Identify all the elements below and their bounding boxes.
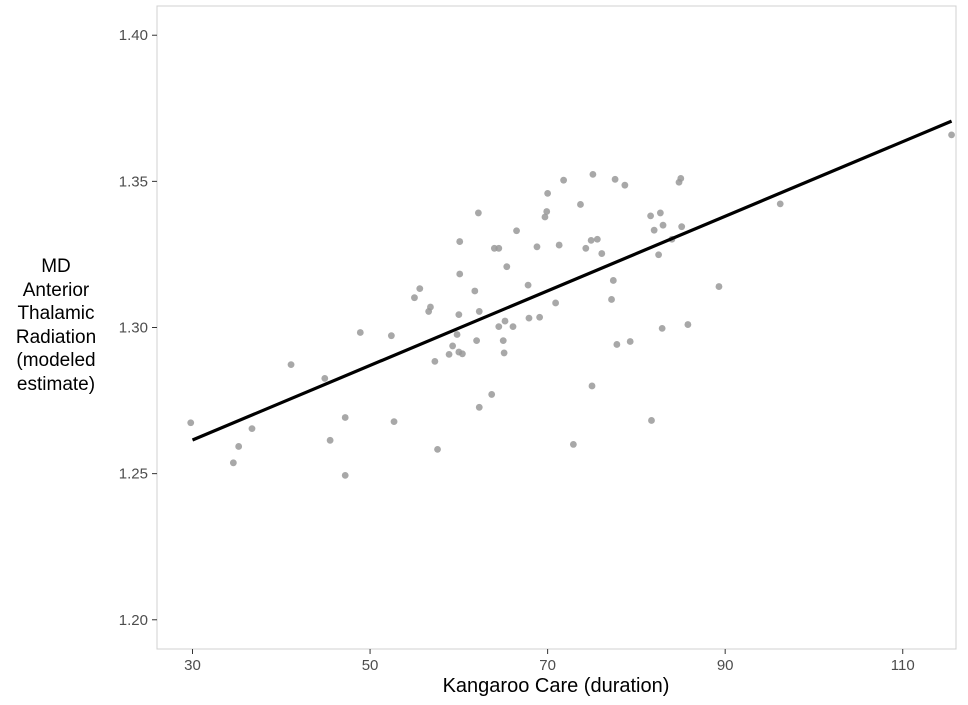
data-point bbox=[456, 270, 464, 278]
data-point bbox=[560, 176, 568, 184]
data-point bbox=[445, 350, 453, 358]
data-point bbox=[287, 361, 295, 369]
y-axis-title-line: Thalamic bbox=[17, 303, 95, 324]
data-point bbox=[621, 181, 629, 189]
data-point bbox=[569, 441, 577, 448]
data-point bbox=[533, 243, 541, 251]
data-point bbox=[678, 223, 686, 231]
data-point bbox=[658, 324, 666, 332]
data-point bbox=[453, 331, 461, 338]
x-tick-label: 30 bbox=[184, 657, 201, 674]
data-point bbox=[187, 419, 195, 427]
data-point bbox=[525, 314, 533, 322]
data-point bbox=[474, 209, 482, 217]
data-point bbox=[235, 443, 243, 450]
y-axis-title: MD Anterior Thalamic Radiation (modeled … bbox=[0, 255, 112, 396]
data-point bbox=[613, 341, 621, 348]
x-axis-title: Kangaroo Care (duration) bbox=[443, 675, 670, 697]
y-tick-label: 1.40 bbox=[119, 27, 148, 44]
data-point bbox=[948, 131, 955, 139]
data-point bbox=[684, 321, 692, 328]
data-point bbox=[501, 317, 509, 325]
data-point bbox=[341, 414, 349, 421]
data-point bbox=[589, 170, 597, 178]
data-point bbox=[776, 200, 784, 208]
data-point bbox=[229, 459, 237, 467]
y-axis-title-line: Radiation bbox=[15, 326, 97, 348]
data-point bbox=[427, 303, 434, 311]
data-point bbox=[321, 374, 329, 382]
data-point bbox=[387, 332, 395, 340]
data-point bbox=[715, 283, 723, 290]
data-point bbox=[677, 175, 685, 182]
data-point bbox=[650, 226, 658, 234]
data-point bbox=[648, 417, 655, 424]
data-point bbox=[495, 244, 503, 252]
data-point bbox=[577, 201, 584, 208]
data-point bbox=[524, 281, 532, 289]
x-axis: 30 50 70 90 110 bbox=[184, 649, 915, 674]
data-point bbox=[536, 313, 544, 321]
data-point bbox=[449, 342, 457, 350]
y-axis: 1.20 1.25 1.30 1.35 1.40 bbox=[119, 27, 157, 629]
data-point bbox=[495, 323, 503, 331]
data-point bbox=[588, 382, 596, 390]
data-point bbox=[503, 263, 511, 271]
data-point bbox=[655, 251, 662, 259]
data-point bbox=[609, 277, 617, 284]
data-point bbox=[598, 250, 606, 257]
data-point bbox=[475, 403, 483, 411]
data-point bbox=[626, 338, 634, 345]
data-point bbox=[326, 436, 334, 444]
y-axis-title-line: (modeled bbox=[16, 350, 96, 371]
data-point bbox=[341, 471, 349, 479]
data-point bbox=[411, 294, 418, 302]
y-tick-label: 1.30 bbox=[119, 320, 148, 337]
data-point bbox=[473, 337, 480, 345]
y-axis-title-line: estimate) bbox=[16, 373, 96, 395]
data-point bbox=[488, 391, 496, 398]
data-point bbox=[456, 238, 464, 245]
y-axis-title-line: MD bbox=[41, 256, 71, 277]
data-point bbox=[390, 418, 398, 426]
data-point bbox=[543, 208, 551, 215]
data-point bbox=[471, 287, 479, 295]
plot-panel bbox=[156, 5, 957, 650]
data-point bbox=[587, 237, 595, 244]
y-tick-label: 1.25 bbox=[119, 466, 148, 483]
data-point bbox=[608, 296, 615, 303]
data-point bbox=[416, 285, 424, 293]
data-point bbox=[611, 175, 619, 183]
data-point bbox=[555, 241, 563, 249]
data-point bbox=[552, 299, 560, 307]
data-point bbox=[647, 212, 655, 220]
data-point bbox=[513, 227, 520, 235]
data-point bbox=[458, 350, 466, 358]
data-point bbox=[656, 209, 664, 217]
regression-line bbox=[191, 119, 953, 442]
x-tick-label: 50 bbox=[362, 657, 379, 674]
x-tick-label: 110 bbox=[891, 657, 915, 674]
data-point bbox=[434, 445, 441, 453]
data-point bbox=[455, 311, 463, 319]
data-point bbox=[248, 425, 256, 433]
data-point bbox=[475, 308, 483, 315]
data-point bbox=[431, 358, 439, 365]
data-points bbox=[187, 131, 955, 479]
y-tick-label: 1.20 bbox=[119, 612, 148, 629]
data-point bbox=[582, 244, 590, 252]
data-point bbox=[659, 221, 667, 229]
data-point bbox=[541, 213, 549, 221]
data-point bbox=[544, 189, 552, 197]
y-tick-label: 1.35 bbox=[119, 173, 148, 190]
x-tick-label: 70 bbox=[539, 657, 556, 674]
x-tick-label: 90 bbox=[717, 657, 734, 674]
data-point bbox=[500, 349, 508, 357]
data-point bbox=[509, 323, 517, 331]
y-axis-title-line: Anterior bbox=[22, 279, 90, 301]
data-point bbox=[593, 235, 601, 243]
data-point bbox=[356, 329, 364, 336]
data-point bbox=[499, 337, 507, 345]
